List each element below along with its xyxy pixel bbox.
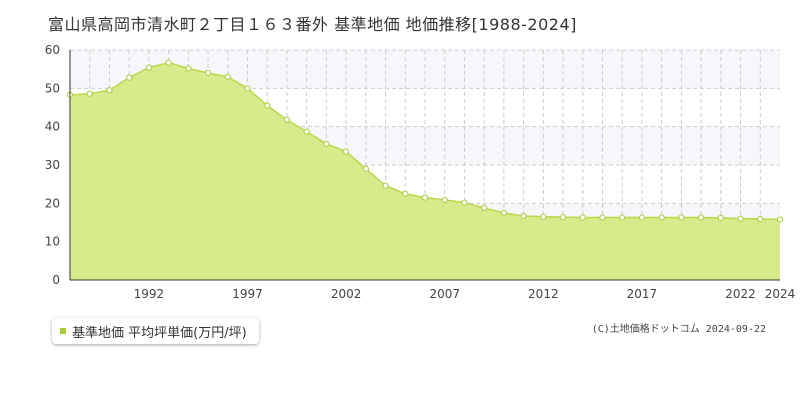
data-point [402,190,409,197]
data-point [559,214,567,221]
data-point [303,128,310,135]
data-point [421,194,429,201]
x-tick-label: 1997 [232,287,263,301]
x-tick-label: 2002 [331,287,362,301]
series-area [70,62,780,281]
x-tick-label: 2024 [765,287,796,301]
data-point [638,214,646,221]
data-point [106,87,113,94]
data-point [481,204,488,212]
data-point [678,214,685,221]
data-point [500,209,507,217]
x-tick-label: 2022 [725,287,756,301]
data-point [224,73,231,80]
y-tick-label: 50 [45,81,60,95]
data-point [717,214,724,221]
data-point [658,214,665,221]
x-tick-labels: 1992 1997 2002 2007 2012 2017 2022 2024 [134,287,796,301]
data-point [323,140,330,148]
y-tick-label: 10 [45,235,60,249]
x-tick-label: 2012 [528,287,559,301]
axes [69,50,780,281]
data-point [343,148,350,155]
data-point [441,196,448,203]
data-point [698,214,705,221]
data-point [126,74,133,81]
data-point [185,65,192,72]
data-point [362,165,369,172]
y-tick-label: 0 [52,273,60,287]
data-point [579,214,586,221]
credit-text: (C)土地価格ドットコム 2024-09-22 [591,324,766,335]
x-tick-label: 2007 [429,287,460,301]
data-point [283,116,291,123]
data-point [264,102,271,109]
page-title: 富山県高岡市清水町２丁目１６３番外 基準地価 地価推移[1988-2024] [48,15,577,34]
data-point [520,212,527,220]
data-point [737,215,744,222]
data-point [757,215,764,223]
data-point [145,64,152,71]
data-point [461,199,468,206]
data-point [165,59,172,66]
data-point [382,182,389,189]
y-tick-labels: 0 10 20 30 40 50 60 [45,43,60,287]
data-point [204,69,212,77]
x-tick-label: 2017 [627,287,658,301]
y-tick-label: 30 [45,158,60,172]
y-tick-label: 20 [45,196,60,210]
data-point [244,85,251,92]
x-tick-label: 1992 [134,287,165,301]
data-point [86,90,93,97]
data-point [619,214,626,221]
data-point [540,213,547,220]
y-tick-label: 60 [45,43,60,57]
data-markers [66,59,784,223]
legend-marker-icon [60,328,66,334]
legend[interactable]: 基準地価 平均坪単価(万円/坪) [52,318,259,344]
data-point [599,214,606,221]
legend-label: 基準地価 平均坪単価(万円/坪) [72,325,247,341]
data-point [776,216,784,223]
y-tick-label: 40 [45,120,60,134]
